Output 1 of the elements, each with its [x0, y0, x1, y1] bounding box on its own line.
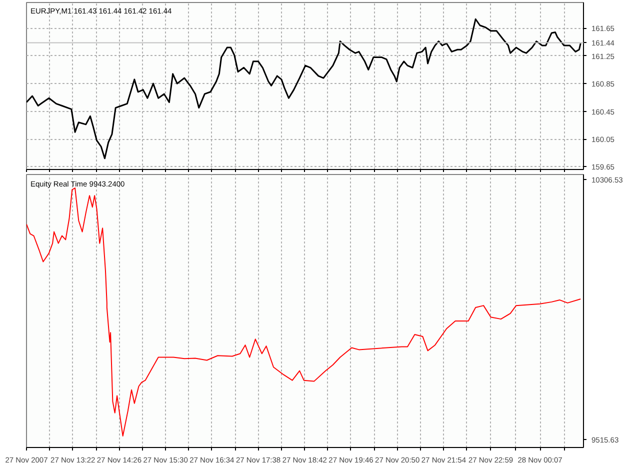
line-series: [26, 188, 582, 436]
